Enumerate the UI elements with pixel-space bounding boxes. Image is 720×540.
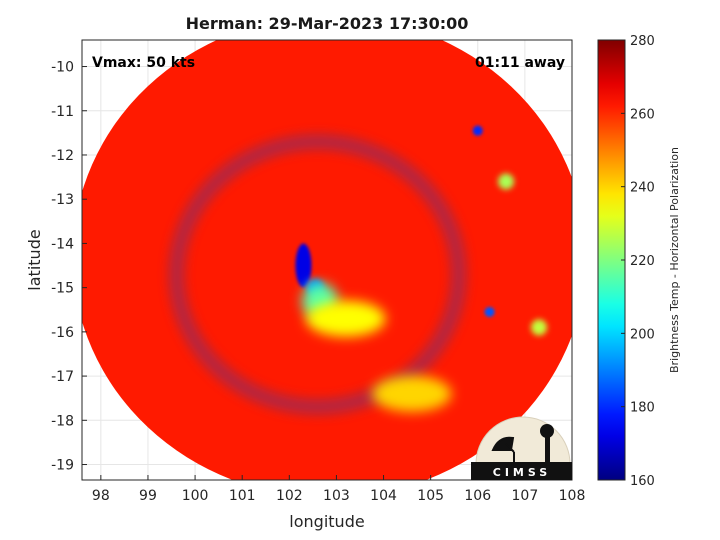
plot-frame (81, 39, 573, 481)
cimss-logo: CIMSS (471, 416, 572, 480)
feature-eyewall (295, 243, 312, 288)
time-offset-annotation: 01:11 away (475, 55, 565, 71)
y-tick-label: -12 (51, 148, 74, 164)
x-tick-label: 103 (323, 488, 350, 504)
colorbar-tick-label: 180 (630, 401, 655, 416)
logo-tower-tank (540, 424, 554, 438)
x-tick-label: 107 (512, 488, 539, 504)
spiral-texture (169, 134, 466, 414)
y-tick-label: -10 (51, 60, 74, 76)
x-tick-label: 108 (559, 488, 586, 504)
colorbar-tick-label: 240 (630, 181, 655, 196)
y-axis-label: latitude (25, 229, 44, 290)
swath-disk (82, 40, 572, 480)
chart-title: Herman: 29-Mar-2023 17:30:00 (186, 14, 469, 33)
colorbar-tick-label: 260 (630, 107, 655, 122)
logo-banner (471, 462, 572, 480)
y-axis-ticks: -10 -11 -12 -13 -14 -15 -16 -17 -18 -19 (51, 60, 87, 474)
y-tick-label: -18 (51, 413, 74, 429)
y-tick-label: -13 (51, 192, 74, 208)
x-tick-label: 102 (276, 488, 303, 504)
colorbar-label: Brightness Temp - Horizontal Polarizatio… (668, 147, 681, 373)
x-axis-ticks: 98 99 100 101 102 103 104 105 106 107 108 (92, 475, 585, 504)
x-tick-label: 99 (139, 488, 157, 504)
colorbar-ticks: 160 180 200 220 240 260 280 (621, 34, 655, 489)
logo-tower (545, 434, 550, 464)
vmax-annotation: Vmax: 50 kts (92, 55, 195, 71)
colorbar-tick-label: 220 (630, 254, 655, 269)
logo-text: CIMSS (493, 466, 551, 479)
feature-convection-east (484, 306, 495, 317)
x-tick-label: 104 (370, 488, 397, 504)
y-tick-label: -17 (51, 369, 74, 385)
feature-edge-band-northeast (498, 173, 515, 190)
y-tick-label: -14 (51, 236, 74, 252)
colorbar-gradient (597, 39, 626, 481)
y-tick-label: -19 (51, 458, 74, 474)
y-tick-label: -15 (51, 281, 74, 297)
colorbar: 160 180 200 220 240 260 280 Brightness Temp - … (597, 34, 681, 489)
y-tick-label: -11 (51, 104, 74, 120)
x-tick-label: 105 (417, 488, 444, 504)
x-tick-label: 106 (464, 488, 491, 504)
feature-rainband-southeast (372, 375, 452, 412)
colorbar-tick-label: 160 (630, 474, 655, 489)
logo-satellite-dish (491, 436, 515, 462)
x-axis-label: longitude (289, 512, 364, 531)
x-tick-label: 101 (229, 488, 256, 504)
feature-edge-band-east (531, 319, 548, 336)
x-tick-label: 100 (182, 488, 209, 504)
colorbar-tick-label: 200 (630, 327, 655, 342)
y-tick-label: -16 (51, 325, 74, 341)
plot-area: 98 99 100 101 102 103 104 105 106 107 108 -10-11-1… (51, 39, 585, 504)
feature-rainband-south (306, 300, 386, 337)
colorbar-tick-label: 280 (630, 34, 655, 49)
swath-layer (82, 40, 572, 480)
x-tick-label: 98 (92, 488, 110, 504)
feature-convection-northeast (472, 125, 483, 136)
